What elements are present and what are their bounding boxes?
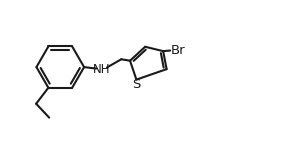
Text: Br: Br xyxy=(170,44,185,57)
Text: NH: NH xyxy=(93,63,110,76)
Text: S: S xyxy=(132,78,140,91)
